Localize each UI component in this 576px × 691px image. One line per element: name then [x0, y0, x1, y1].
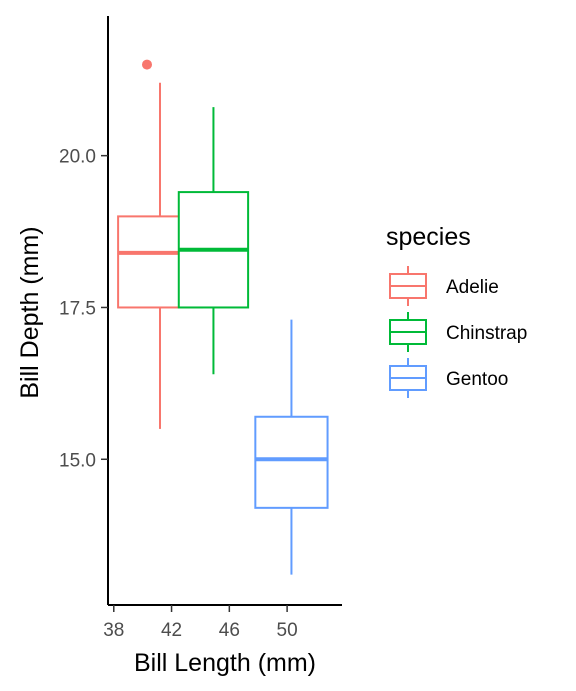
legend-title: species	[386, 223, 471, 251]
legend-item-chinstrap: Chinstrap	[389, 312, 527, 352]
plot-marks	[117, 59, 329, 575]
outlier-point	[142, 59, 152, 70]
x-axis-ticks: 38 42 46 50	[103, 605, 298, 641]
y-tick-label: 20.0	[59, 147, 96, 168]
legend-items: Adelie Chinstrap Gentoo	[389, 266, 527, 398]
legend-item-gentoo: Gentoo	[389, 358, 508, 398]
legend-item-adelie: Adelie	[389, 266, 499, 306]
x-axis-title: Bill Length (mm)	[134, 649, 316, 677]
y-axis-ticks: 15.0 17.5 20.0	[59, 147, 108, 471]
y-tick-label: 17.5	[59, 298, 96, 319]
box-body	[254, 415, 329, 509]
y-axis-title: Bill Depth (mm)	[16, 226, 44, 398]
box-chinstrap	[177, 107, 250, 375]
legend-label: Gentoo	[446, 369, 508, 390]
x-tick-label: 50	[277, 620, 298, 641]
legend: species Adelie Chinstrap Gentoo	[386, 223, 527, 398]
legend-label: Adelie	[446, 277, 499, 298]
box-gentoo	[254, 319, 329, 575]
x-tick-label: 46	[219, 620, 240, 641]
legend-label: Chinstrap	[446, 323, 527, 344]
y-tick-label: 15.0	[59, 450, 96, 471]
x-tick-label: 38	[103, 620, 124, 641]
x-tick-label: 42	[161, 620, 182, 641]
